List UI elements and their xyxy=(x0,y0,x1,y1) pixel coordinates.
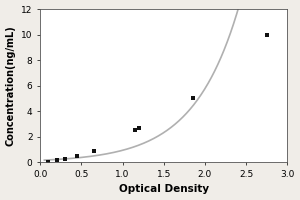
X-axis label: Optical Density: Optical Density xyxy=(119,184,209,194)
Y-axis label: Concentration(ng/mL): Concentration(ng/mL) xyxy=(6,25,16,146)
